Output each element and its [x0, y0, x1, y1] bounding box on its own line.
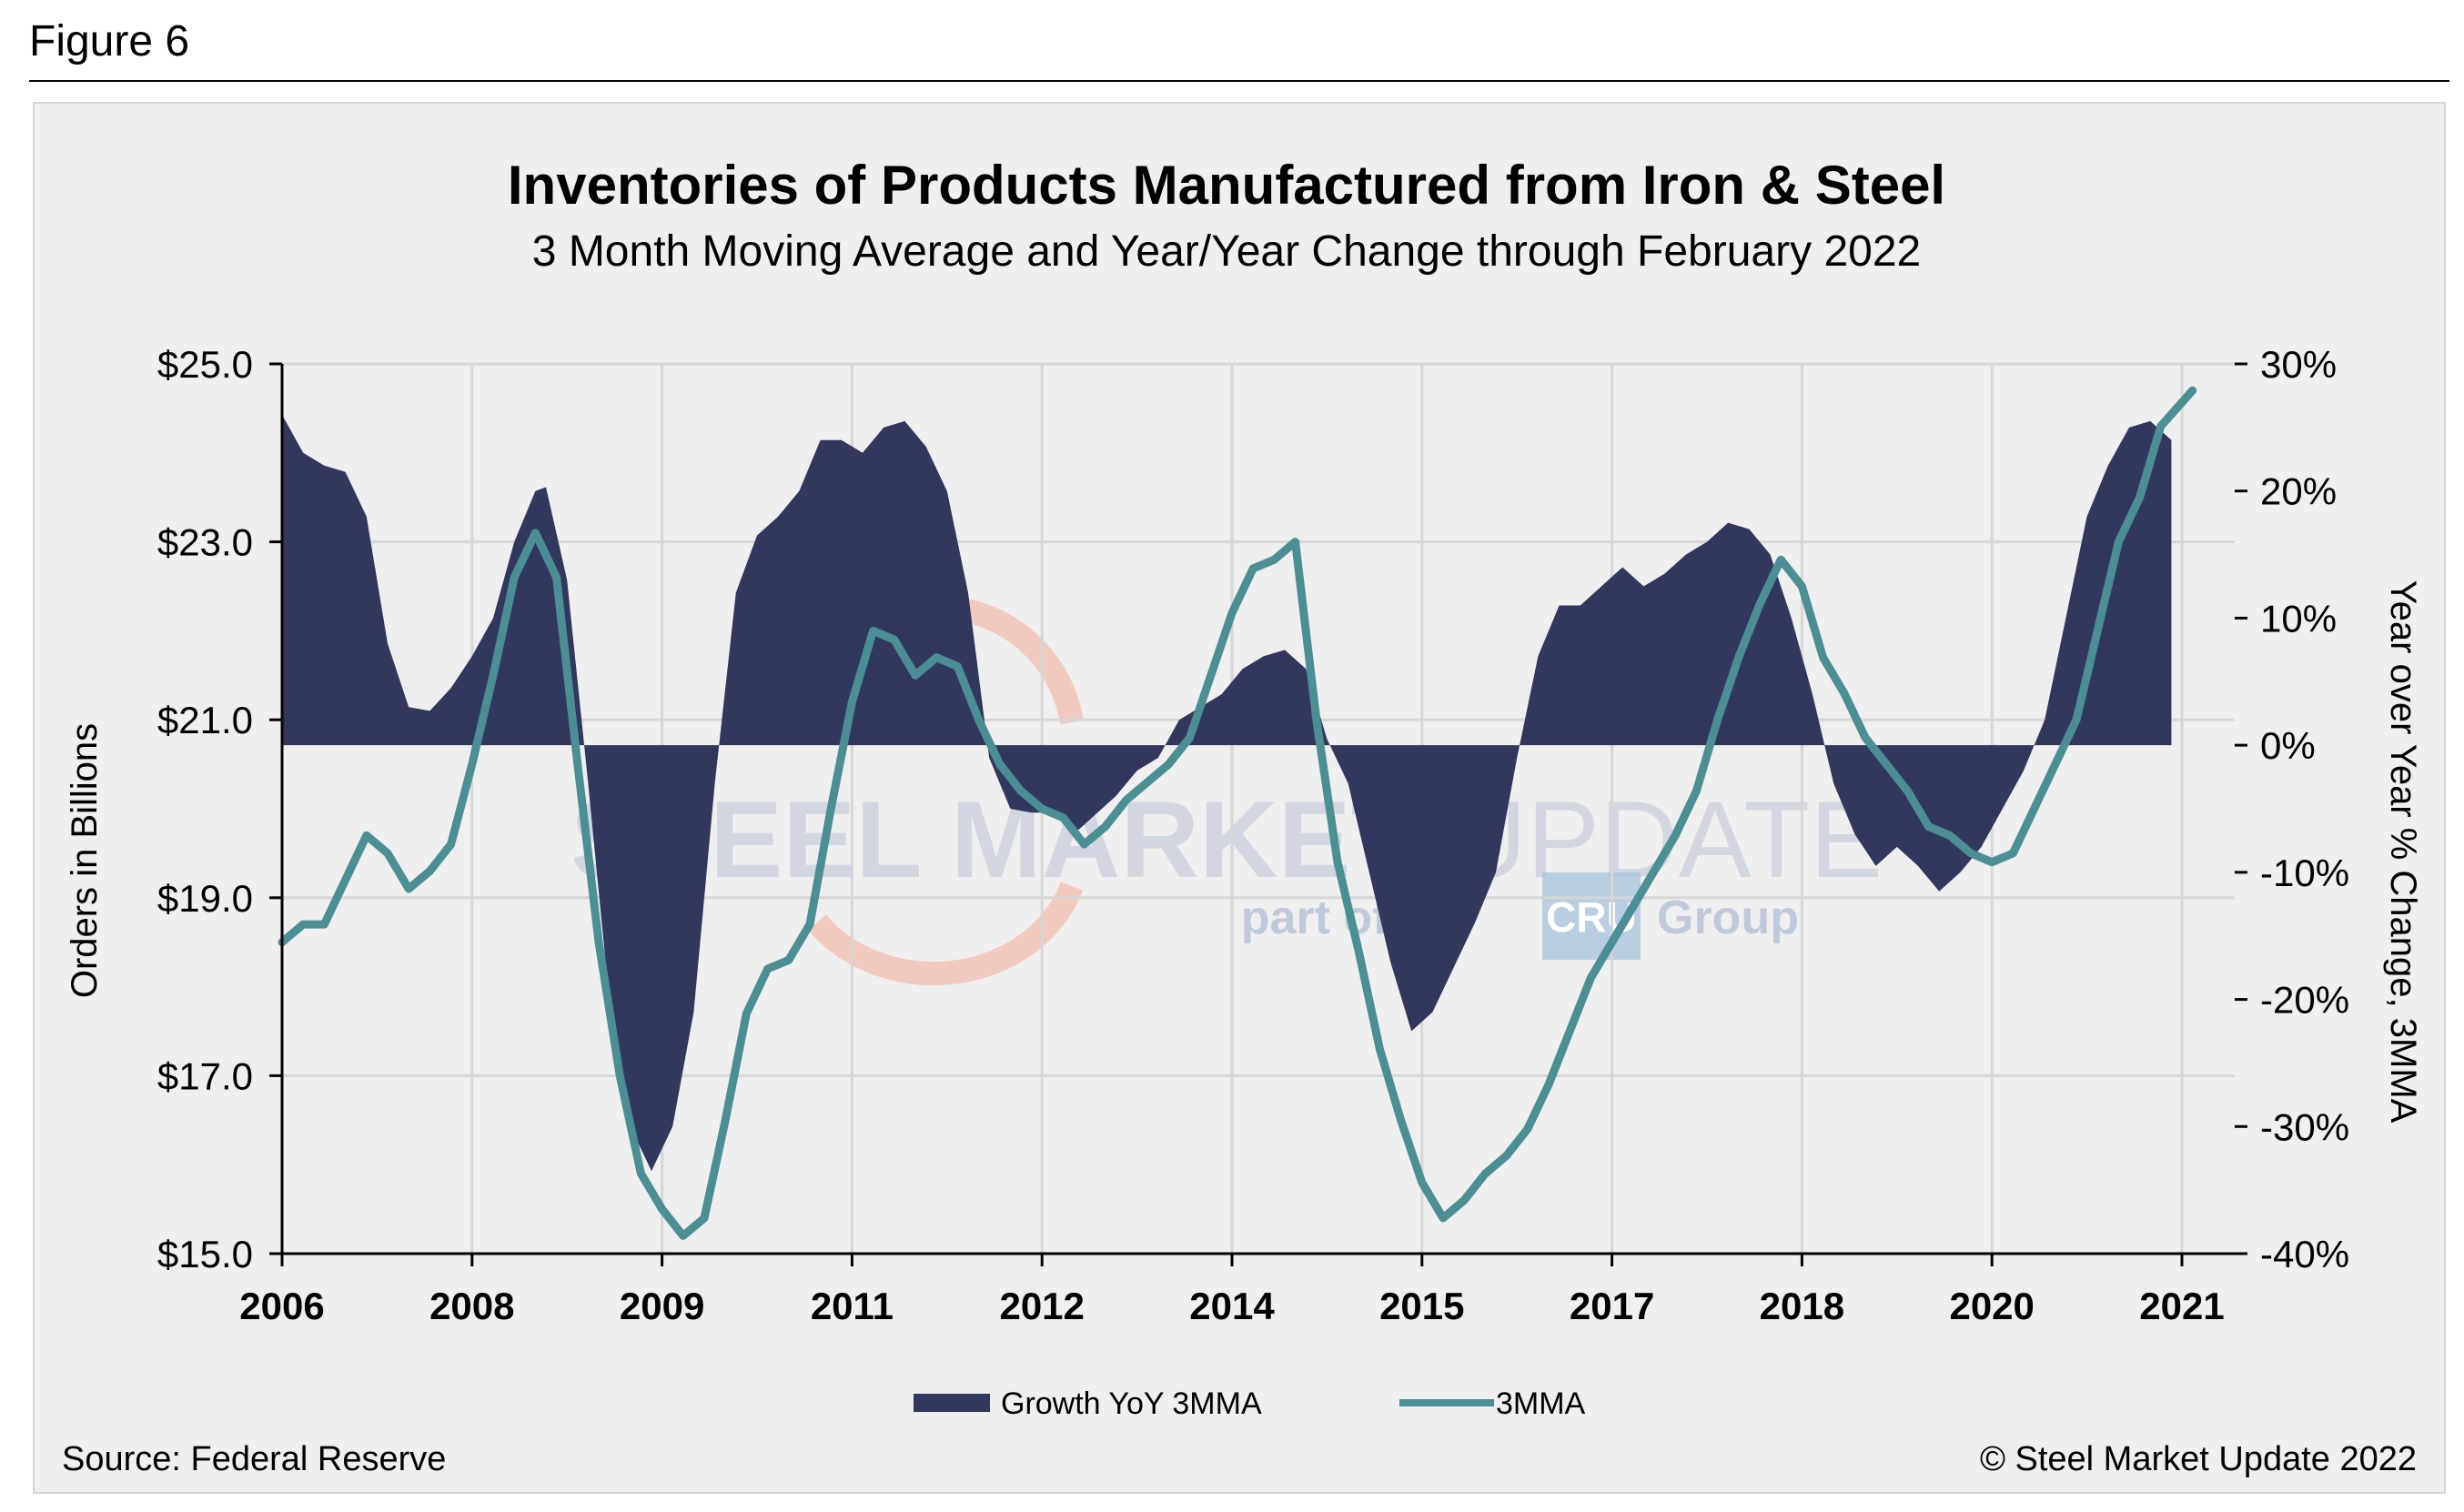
right-tick-label-1: 20% — [2260, 470, 2337, 513]
legend-swatch-growth — [914, 1394, 990, 1412]
right-axis-title: Year over Year % Change, 3MMA — [2383, 580, 2423, 1124]
watermark-tagline-after: Group — [1657, 892, 1799, 944]
right-tick-label-7: -40% — [2260, 1233, 2349, 1275]
left-tick-label-2: $21.0 — [157, 699, 253, 741]
x-tick-label-9: 2020 — [1949, 1285, 2034, 1327]
legend-label-mma: 3MMA — [1496, 1386, 1586, 1421]
copyright-note: © Steel Market Update 2022 — [1980, 1440, 2417, 1478]
chart-title: Inventories of Products Manufactured fro… — [508, 155, 1945, 216]
right-tick-label-0: 30% — [2260, 343, 2337, 386]
x-axis-ticks: 2006 2008 2009 2011 2012 2014 2015 2017 2018 2020… — [239, 1285, 2224, 1327]
right-tick-label-3: 0% — [2260, 724, 2316, 767]
left-tick-label-3: $19.0 — [157, 877, 253, 920]
mma-line-layer — [278, 386, 2197, 1240]
x-tick-label-7: 2017 — [1570, 1285, 1654, 1327]
left-tick-label-5: $15.0 — [157, 1233, 253, 1275]
x-tick-label-8: 2018 — [1760, 1285, 1844, 1327]
chart: Inventories of Products Manufactured fro… — [62, 155, 2423, 1478]
watermark-brand-thin: UPDATE — [1448, 779, 1883, 901]
right-axis-ticks: 30% 20% 10% 0% -10% -20% -30% -40% — [2260, 343, 2349, 1275]
right-tick-label-6: -30% — [2260, 1105, 2349, 1148]
x-tick-label-2: 2009 — [620, 1285, 704, 1327]
x-tick-label-5: 2014 — [1189, 1285, 1275, 1327]
growth-yoy-area — [282, 414, 2172, 1172]
source-note: Source: Federal Reserve — [62, 1440, 446, 1478]
growth-area-layer — [282, 414, 2172, 1172]
x-tick-label-6: 2015 — [1379, 1285, 1464, 1327]
axes — [269, 362, 2247, 1266]
x-tick-label-4: 2012 — [999, 1285, 1084, 1327]
chart-subtitle: 3 Month Moving Average and Year/Year Cha… — [532, 227, 1921, 276]
left-tick-label-0: $25.0 — [157, 343, 253, 386]
legend: Growth YoY 3MMA 3MMA — [914, 1386, 1586, 1421]
figure-label: Figure 6 — [29, 17, 190, 66]
watermark-arc-lower-icon — [808, 882, 1084, 986]
x-tick-label-3: 2011 — [811, 1285, 894, 1327]
x-tick-label-10: 2021 — [2139, 1285, 2224, 1327]
legend-label-growth: Growth YoY 3MMA — [1001, 1386, 1262, 1421]
chart-panel: Inventories of Products Manufactured fro… — [33, 102, 2446, 1494]
figure-divider — [29, 80, 2449, 82]
watermark-brand: STEEL MARKET UPDATE — [571, 779, 1883, 901]
x-tick-label-0: 2006 — [239, 1285, 324, 1327]
right-tick-label-4: -10% — [2260, 852, 2349, 894]
left-axis-title: Orders in Billions — [65, 723, 105, 998]
mma-line — [278, 386, 2197, 1240]
right-tick-label-5: -20% — [2260, 979, 2349, 1022]
left-tick-label-4: $17.0 — [157, 1054, 253, 1097]
x-tick-label-1: 2008 — [429, 1285, 514, 1327]
left-tick-label-1: $23.0 — [157, 521, 253, 564]
left-axis-ticks: $25.0 $23.0 $21.0 $19.0 $17.0 $15.0 — [157, 343, 253, 1275]
right-tick-label-2: 10% — [2260, 597, 2337, 640]
